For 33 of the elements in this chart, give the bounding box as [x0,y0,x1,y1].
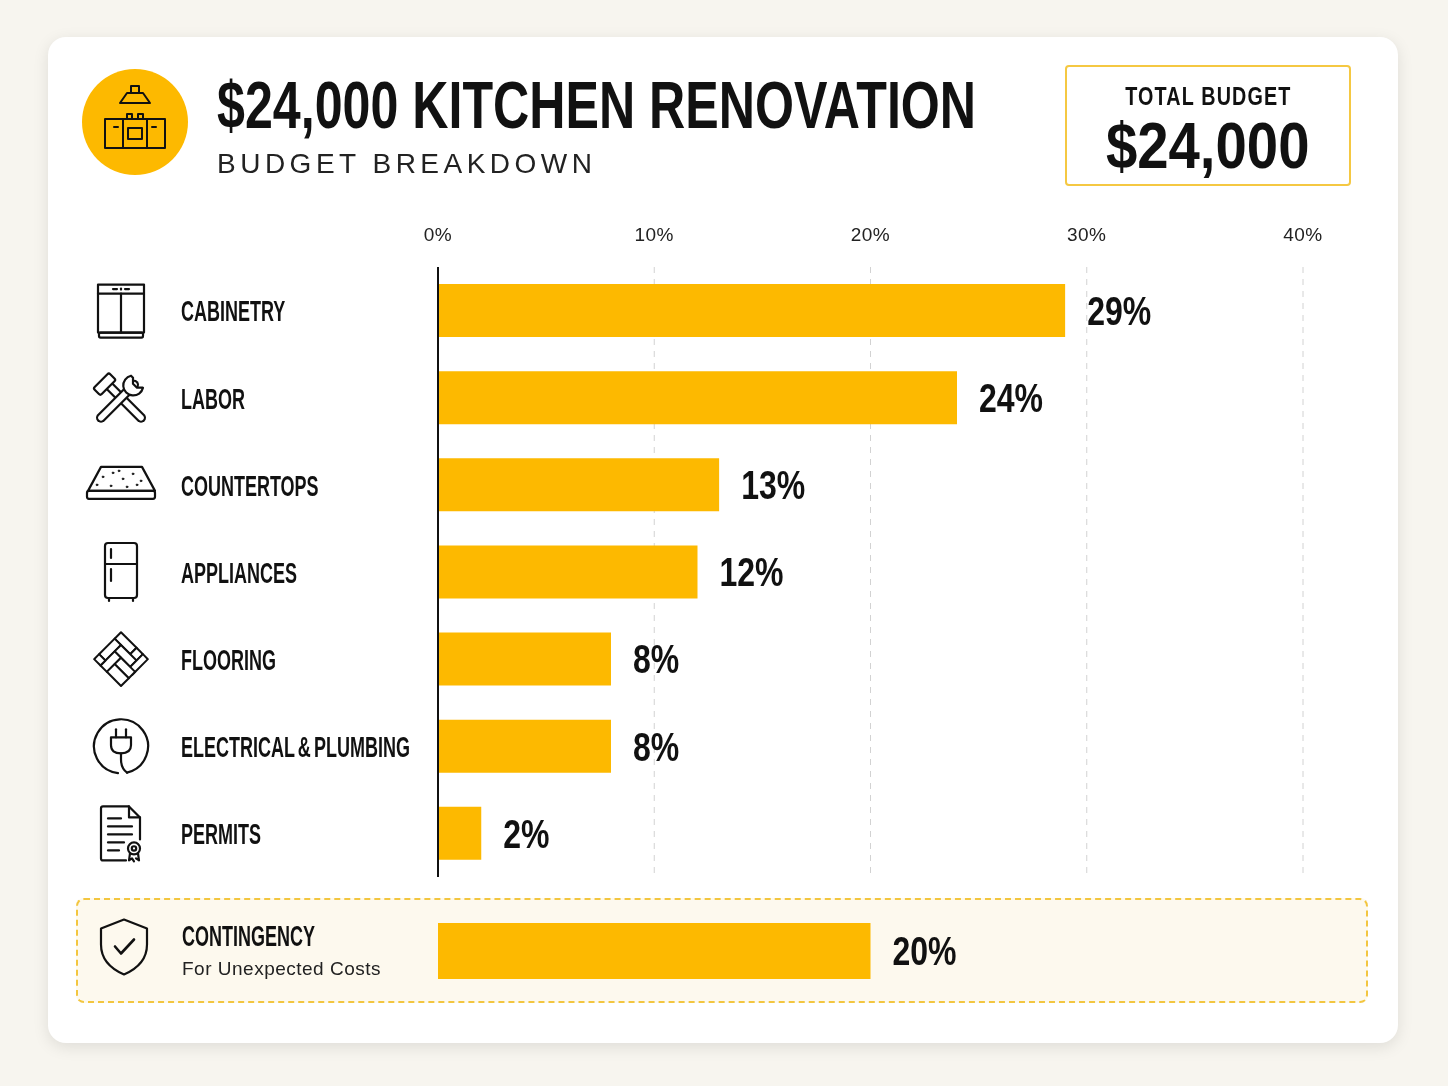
y-tick-label: LABOR [181,381,246,415]
y-tick-label: ELECTRICAL & PLUMBING [181,730,410,764]
chart-subtitle: BUDGET BREAKDOWN [217,148,597,179]
data-label: 2% [503,811,550,857]
text: For Unexpected Costs [182,958,382,979]
y-tick-label: PERMITS [181,817,261,851]
x-tick-label: 30% [1066,224,1107,245]
text: TOTAL BUDGET [1124,81,1292,111]
bar [438,284,1066,337]
data-label: 24% [979,375,1044,421]
y-tick-label: CONTINGENCY [182,919,316,953]
bar [438,806,482,860]
data-label: 20% [892,928,957,975]
bar [438,545,698,599]
data-label: 13% [741,462,806,509]
y-tick-label: CABINETRY [181,294,286,328]
data-label: 29% [1087,288,1152,334]
text: $24,000 [1106,110,1310,182]
y-tick-label: APPLIANCES [181,556,297,589]
bar [438,719,611,773]
x-tick-label: 0% [423,224,453,245]
data-label: 8% [633,637,680,683]
y-tick-label: FLOORING [181,643,276,677]
bar [438,371,957,425]
chart-title: $24,000 KITCHEN RENOVATION [217,68,977,142]
bar [438,632,611,686]
data-label: 8% [633,724,680,770]
x-tick-label: 40% [1283,224,1323,245]
x-tick-label: 20% [850,224,891,245]
bar [438,458,720,512]
x-tick-label: 10% [634,224,675,245]
y-tick-label: COUNTERTOPS [181,468,319,502]
data-label: 12% [719,549,784,596]
